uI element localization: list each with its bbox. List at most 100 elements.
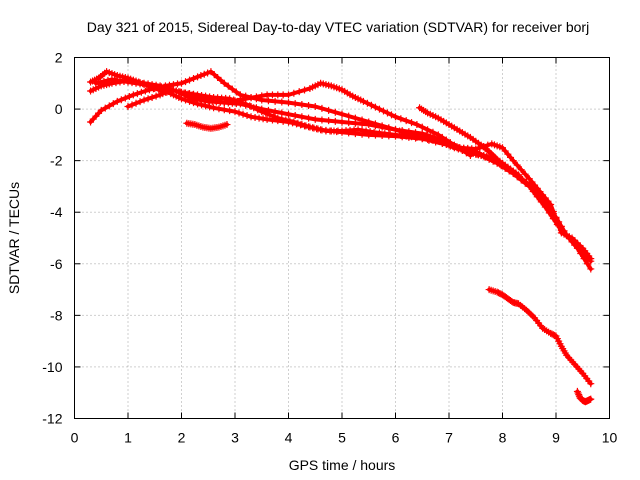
data-point (285, 110, 292, 118)
data-point (413, 133, 421, 141)
data-point (140, 81, 148, 89)
data-point-marker (270, 112, 278, 120)
data-point-marker (462, 148, 470, 156)
data-point (587, 380, 595, 388)
x-axis-label: GPS time / hours (289, 457, 396, 473)
data-point-marker (298, 101, 306, 109)
x-tick-label: 8 (499, 430, 507, 446)
data-point-marker (251, 113, 259, 121)
data-point-marker (386, 130, 394, 138)
data-point-marker (458, 146, 466, 154)
series-track-7 (183, 119, 231, 132)
data-point-marker (310, 124, 318, 132)
data-point-marker (128, 79, 136, 87)
chart-title: Day 321 of 2015, Sidereal Day-to-day VTE… (87, 19, 589, 35)
data-point (92, 79, 100, 87)
data-point-marker (345, 119, 353, 127)
data-point (210, 104, 218, 112)
data-point-marker (100, 77, 108, 85)
data-point-marker (243, 112, 251, 120)
data-point-marker (190, 90, 198, 98)
data-point (552, 213, 560, 221)
data-point-marker (402, 117, 410, 125)
data-point-marker (278, 98, 286, 106)
y-axis-label: SDTVAR / TECUs (6, 182, 22, 294)
data-point (178, 88, 185, 96)
data-point (541, 198, 549, 206)
data-point-marker (224, 82, 232, 90)
data-point-marker (557, 222, 565, 230)
data-point-marker (198, 101, 206, 109)
data-point-marker (228, 85, 236, 93)
data-point (124, 102, 132, 110)
data-point-marker (513, 161, 521, 169)
series-track-6 (416, 104, 523, 179)
data-point-marker (117, 96, 125, 104)
data-point-marker (202, 92, 210, 100)
x-tick-label: 7 (445, 430, 453, 446)
data-point (354, 126, 362, 134)
data-point (156, 83, 164, 91)
data-point-marker (116, 77, 124, 85)
data-point (359, 97, 367, 105)
data-point-marker (239, 110, 247, 118)
data-point (370, 128, 378, 136)
data-point-marker (575, 391, 583, 399)
data-point-marker (418, 134, 426, 142)
data-point-marker (190, 74, 198, 82)
x-tick-label: 1 (124, 430, 132, 446)
data-point-marker (238, 99, 246, 107)
data-point-marker (442, 141, 450, 149)
data-point (290, 118, 298, 126)
data-point-marker (577, 249, 585, 257)
data-point (311, 115, 319, 123)
data-point-marker (560, 227, 568, 235)
data-point-marker (144, 95, 152, 103)
data-point-marker (383, 109, 391, 117)
data-point-marker (375, 129, 383, 137)
data-point-marker (351, 114, 359, 122)
data-point-marker (186, 76, 194, 84)
data-point-marker (234, 97, 242, 105)
series-track-3 (87, 68, 595, 273)
data-point-marker (378, 122, 386, 130)
data-point-marker (318, 126, 326, 134)
data-point-marker (132, 79, 140, 87)
data-point-marker (144, 81, 152, 89)
data-point-marker (136, 80, 144, 88)
data-point-marker (250, 104, 258, 112)
data-point-marker (271, 97, 279, 105)
data-point-marker (295, 88, 303, 96)
data-point-marker (385, 124, 393, 132)
data-point-marker (523, 179, 531, 187)
data-point-marker (258, 92, 266, 100)
y-tick-label: 2 (55, 50, 63, 66)
data-series (87, 68, 595, 406)
data-point-marker (371, 120, 379, 128)
data-point-marker (160, 84, 168, 92)
data-point (587, 395, 595, 403)
data-point (263, 115, 271, 123)
y-tick-label: -6 (50, 256, 63, 272)
data-point-marker (137, 88, 145, 96)
data-point-marker (247, 94, 255, 102)
data-point-marker (331, 108, 339, 116)
x-tick-label: 3 (231, 430, 239, 446)
data-point (242, 100, 250, 108)
data-point (258, 108, 266, 116)
data-point-marker (152, 83, 160, 91)
data-point-marker (418, 123, 426, 131)
data-point (515, 171, 523, 179)
data-point-marker (266, 111, 274, 119)
data-point (285, 99, 292, 107)
data-point (392, 131, 399, 139)
data-point (573, 244, 581, 252)
x-tick-label: 6 (392, 430, 400, 446)
data-point-marker (252, 93, 260, 101)
data-point-marker (345, 112, 353, 120)
data-point-marker (549, 210, 557, 218)
data-point (113, 97, 121, 105)
data-point-marker (148, 93, 156, 101)
data-point (375, 105, 383, 113)
series-track-9 (573, 387, 595, 406)
